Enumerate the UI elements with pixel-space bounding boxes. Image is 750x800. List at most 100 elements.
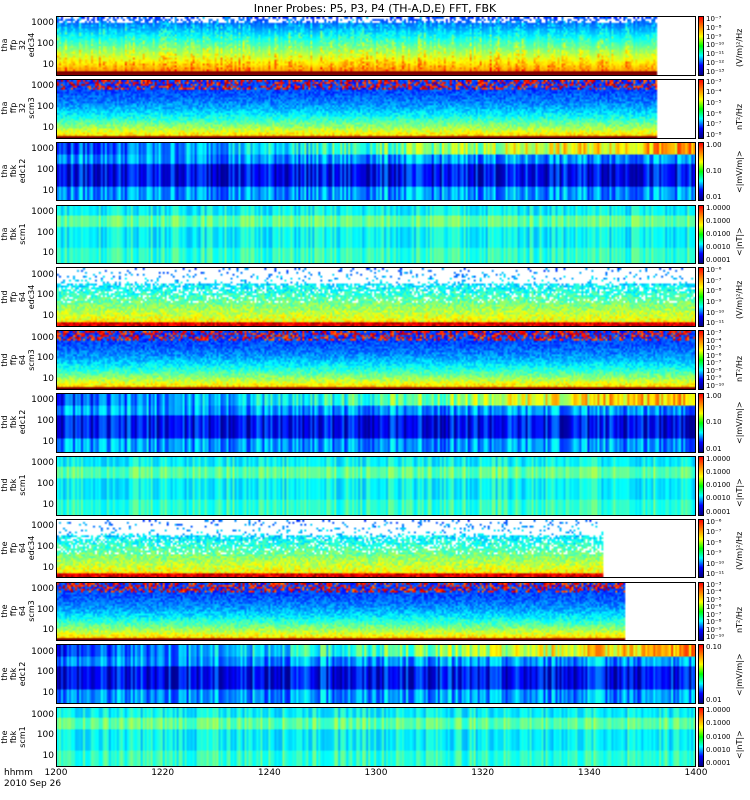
y-tick-label: 10 [42, 436, 54, 447]
color-bar [698, 16, 704, 76]
spectrogram-plot [56, 644, 696, 705]
colorbar-tick-label: 10⁻¹⁰ [706, 381, 725, 390]
x-tick-label: 1240 [257, 768, 281, 778]
y-tick-label: 10 [42, 751, 54, 762]
color-bar [698, 267, 704, 328]
spectrogram-panel: thd ffp 64 edc34 1000 100 10 10⁻⁶ 10⁻⁷ 10⁻⁸ 10⁻… [0, 265, 750, 328]
y-tick-label: 100 [36, 39, 54, 50]
colorbar-tick-label: 10⁻⁴ [706, 588, 722, 597]
y-tick-label: 1000 [31, 144, 54, 155]
colorbar-tick-label: 10⁻⁹ [706, 374, 722, 383]
color-bar [698, 644, 704, 705]
spectrogram-plot [56, 267, 696, 328]
colorbar-tick-label: 1.0000 [706, 454, 731, 463]
y-tick-label: 1000 [31, 583, 54, 594]
colorbar-tick-label: 10⁻⁵ [706, 344, 722, 353]
colorbar-unit-label: <|nT|> [735, 478, 744, 508]
colorbar-unit-label: <|mV/m|> [735, 401, 744, 445]
y-tick-label: 100 [36, 478, 54, 489]
colorbar-tick-label: 0.0100 [706, 481, 731, 490]
y-tick-label: 1000 [31, 646, 54, 657]
y-tick-label: 10 [42, 59, 54, 70]
y-tick-label: 10 [42, 248, 54, 259]
y-tick-label: 100 [36, 730, 54, 741]
colorbar-tick-label: 10⁻⁹ [706, 32, 722, 41]
spectrogram-plot [56, 330, 696, 390]
y-tick-label: 1000 [31, 395, 54, 406]
y-tick-label: 10 [42, 625, 54, 636]
colorbar-tick-label: 10⁻⁹ [706, 549, 722, 558]
colorbar-tick-label: 10⁻⁵ [706, 98, 722, 107]
color-bar [698, 455, 704, 516]
colorbar-tick-label: 10⁻⁹ [706, 625, 722, 634]
date-label: 2010 Sep 26 [4, 779, 62, 789]
colorbar-tick-label: 10⁻¹¹ [706, 50, 725, 59]
colorbar-tick-label: 10⁻⁷ [706, 528, 722, 537]
colorbar-tick-label: 10⁻⁴ [706, 88, 722, 97]
spectrogram-plot [56, 581, 696, 642]
spectrogram-panel: the fbk scm1 1000 100 10 1.0000 0.1000 0.0100 0… [0, 705, 750, 768]
colorbar-unit-label: nT²/Hz [735, 104, 744, 131]
y-tick-label: 100 [36, 541, 54, 552]
colorbar-tick-label: 0.1000 [706, 468, 731, 477]
y-tick-label: 100 [36, 353, 54, 364]
colorbar-tick-label: 1.00 [706, 392, 722, 400]
colorbar-tick-label: 0.0100 [706, 229, 731, 238]
colorbar-unit-label: (V/m)²/Hz [735, 531, 744, 571]
colorbar-tick-label: 10⁻⁸ [706, 366, 722, 375]
colorbar-tick-label: 0.0001 [706, 256, 731, 265]
color-bar [698, 204, 704, 265]
colorbar-tick-label: 10⁻⁶ [706, 603, 722, 612]
y-tick-label: 10 [42, 311, 54, 322]
y-tick-label: 10 [42, 185, 54, 196]
colorbar-tick-label: 0.1000 [706, 216, 731, 225]
x-tick-label: 1400 [684, 768, 708, 778]
y-tick-label: 10 [42, 374, 54, 385]
colorbar-tick-label: 10⁻¹⁰ [706, 41, 725, 50]
colorbar-tick-label: 1.0000 [706, 706, 731, 715]
x-tick-label: 1340 [577, 768, 601, 778]
colorbar-tick-label: 10⁻⁴ [706, 336, 722, 345]
color-bar [698, 707, 704, 767]
colorbar-tick-label: 10⁻⁷ [706, 120, 722, 129]
spectrogram-plot [56, 141, 696, 202]
page-title: Inner Probes: P5, P3, P4 (TH-A,D,E) FFT,… [253, 2, 497, 15]
colorbar-tick-label: 10⁻⁶ [706, 266, 722, 275]
spectrogram-plot [56, 78, 696, 139]
colorbar-unit-label: <|mV/m|> [735, 150, 744, 194]
colorbar-tick-label: 0.0010 [706, 243, 731, 252]
y-tick-label: 1000 [31, 81, 54, 92]
color-bar [698, 581, 704, 642]
x-tick-label: 1320 [471, 768, 495, 778]
y-tick-label: 1000 [31, 458, 54, 469]
color-bar [698, 393, 704, 453]
colorbar-tick-label: 0.0010 [706, 494, 731, 503]
spectrogram-panel: the ffp 64 edc34 1000 100 10 10⁻⁶ 10⁻⁷ 10⁻⁸ 10⁻… [0, 517, 750, 580]
colorbar-tick-label: 10⁻¹⁰ [706, 308, 725, 317]
spectrogram-panel: thd fbk edc12 1000 100 10 1.00 0.10 0.01 <|mV/m… [0, 391, 750, 454]
y-tick-label: 1000 [31, 332, 54, 343]
y-tick-label: 100 [36, 416, 54, 427]
spectrogram-plot [56, 455, 696, 516]
colorbar-unit-label: nT²/Hz [735, 606, 744, 633]
colorbar-tick-label: 10⁻¹⁰ [706, 633, 725, 642]
y-tick-label: 10 [42, 499, 54, 510]
y-tick-label: 1000 [31, 709, 54, 720]
spectrogram-panel: tha ffp 32 scm3 1000 100 10 10⁻³ 10⁻⁴ 10⁻⁵ 10⁻⁶… [0, 77, 750, 140]
colorbar-tick-label: 10⁻⁷ [706, 15, 722, 23]
colorbar-tick-label: 10⁻⁷ [706, 276, 722, 285]
spectrogram-panel: tha fbk edc12 1000 100 10 1.00 0.10 0.01 <|mV/m… [0, 140, 750, 203]
spectrogram-plot [56, 518, 696, 579]
colorbar-tick-label: 0.0001 [706, 758, 731, 767]
y-tick-label: 1000 [31, 521, 54, 532]
colorbar-tick-label: 0.01 [706, 444, 722, 453]
colorbar-tick-label: 10⁻³ [706, 580, 722, 589]
y-tick-label: 10 [42, 122, 54, 133]
y-tick-label: 100 [36, 667, 54, 678]
colorbar-tick-label: 1.0000 [706, 203, 731, 212]
colorbar-tick-label: 10⁻⁷ [706, 610, 722, 619]
spectrogram-panel: tha ffp 32 edc34 1000 100 10 10⁻⁷ 10⁻⁸ 10⁻⁹ 10⁻… [0, 14, 750, 77]
spectrogram-panel: thd fbk scm1 1000 100 10 1.0000 0.1000 0.0100 0… [0, 454, 750, 517]
y-tick-label: 10 [42, 562, 54, 573]
spectrogram-plot [56, 707, 696, 767]
